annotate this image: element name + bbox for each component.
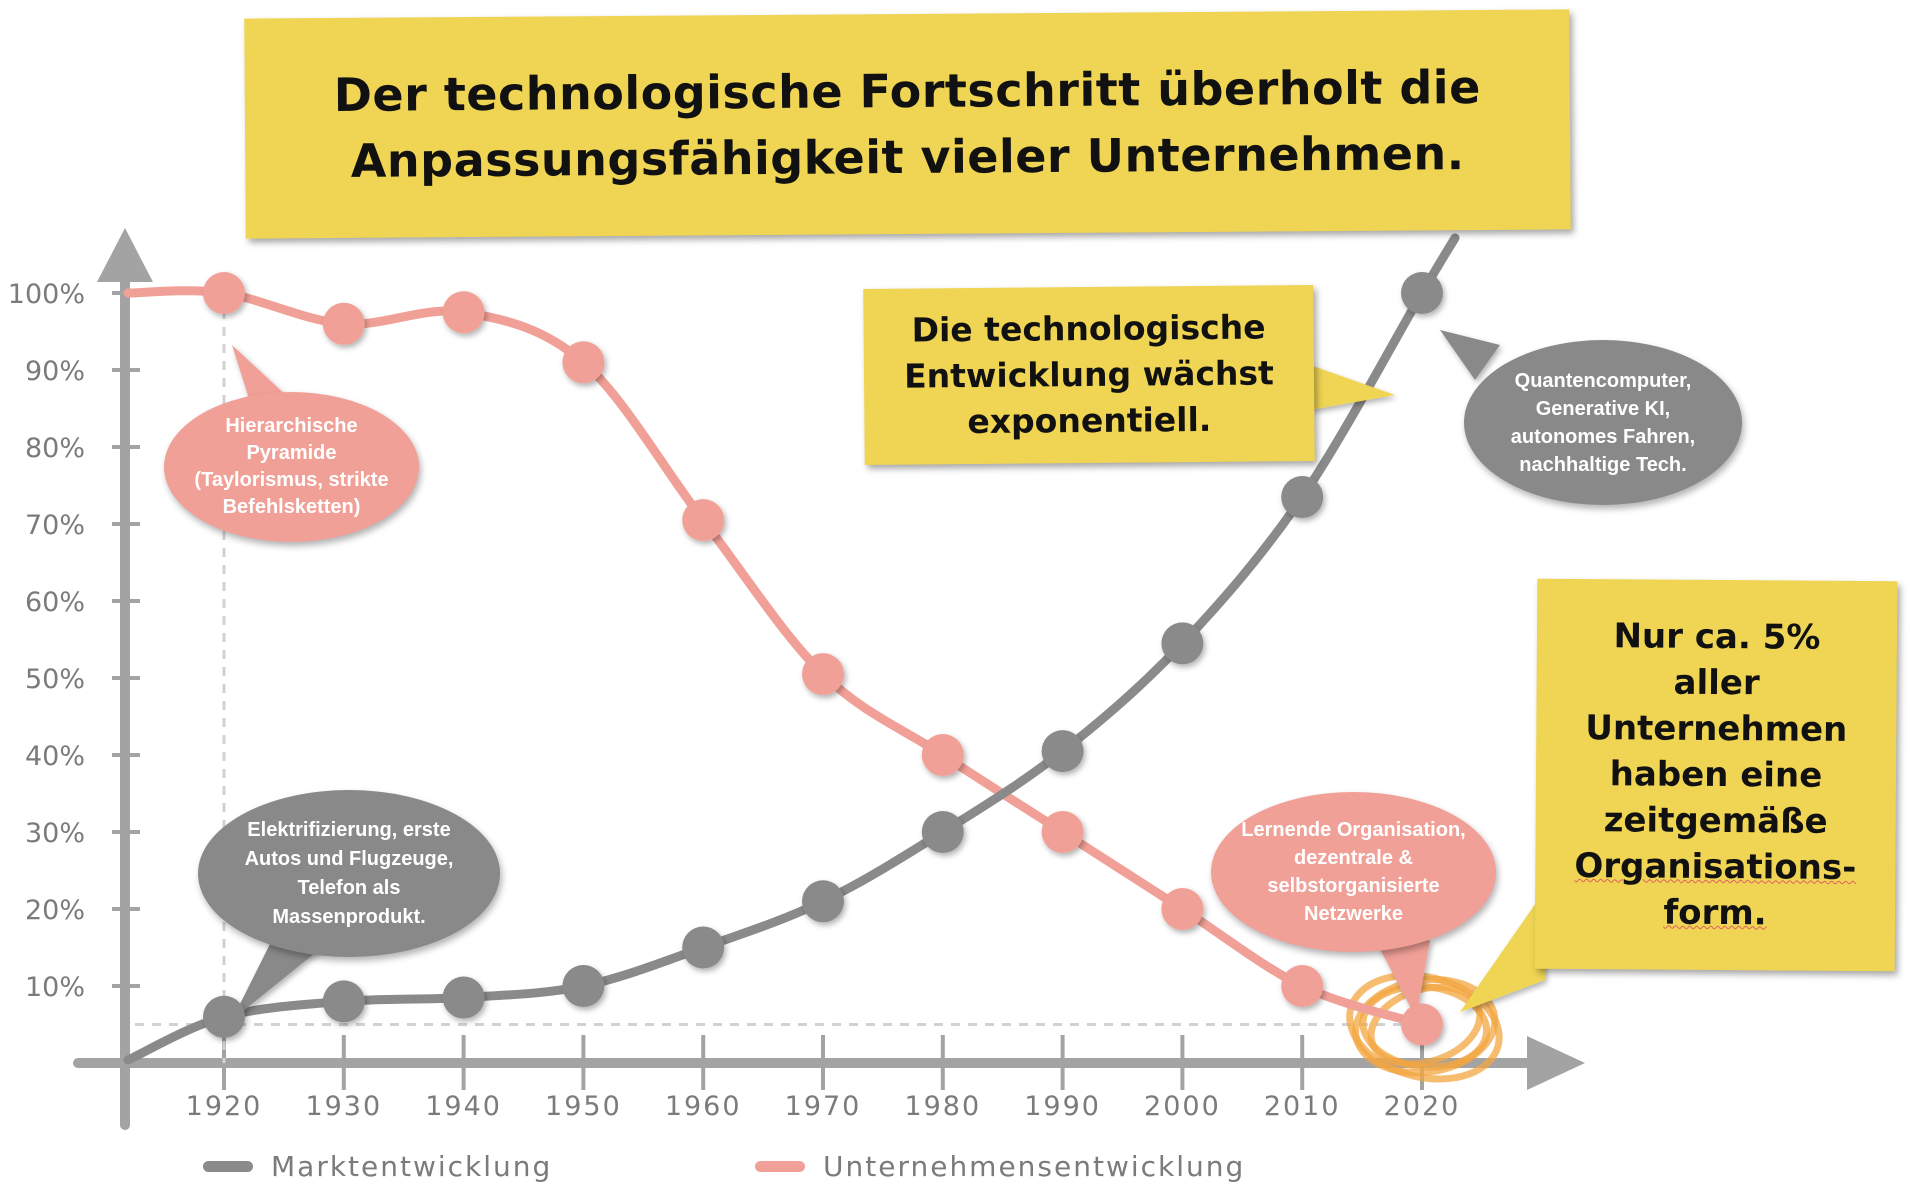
point-company-1970 <box>802 653 844 696</box>
quantum-bubble: Quantencomputer, Generative KI, autonome… <box>1464 340 1742 505</box>
quantum-bubble-text: Quantencomputer, Generative KI, autonome… <box>1510 369 1696 476</box>
electrification-bubble: Elektrifizierung, erste Autos und Flugze… <box>198 790 500 957</box>
quantum-bubble-tail <box>1440 330 1500 380</box>
point-market-2000 <box>1161 622 1204 665</box>
point-market-1980 <box>921 811 964 853</box>
y-tick-label: 20% <box>25 895 85 926</box>
y-axis-arrow <box>97 228 153 282</box>
x-tick-label: 2000 <box>1144 1091 1221 1122</box>
x-tick-label: 1920 <box>186 1091 263 1122</box>
point-company-1950 <box>562 341 605 384</box>
point-market-1920 <box>203 995 245 1038</box>
orga-line-1: Nur ca. 5% aller <box>1613 616 1821 704</box>
y-tick-label: 40% <box>25 741 85 772</box>
y-tick-label: 50% <box>25 664 85 695</box>
orga-note-tail <box>1460 890 1545 1012</box>
x-tick-label: 1940 <box>425 1091 502 1122</box>
point-company-2000 <box>1161 888 1204 930</box>
legend-company: Unternehmensentwicklung <box>755 1150 1245 1183</box>
orga-line-5: Organisations- <box>1574 846 1857 888</box>
x-tick-label: 1970 <box>785 1091 862 1122</box>
orga-line-3: haben eine <box>1609 754 1823 796</box>
pyramid-bubble-text: Hierarchische Pyramide (Taylorismus, str… <box>194 415 389 518</box>
learning-bubble-text: Lernende Organisation, dezentrale & selb… <box>1241 819 1466 925</box>
x-tick-label: 1930 <box>305 1091 382 1122</box>
point-company-1920 <box>203 272 245 314</box>
point-company-1990 <box>1041 811 1084 853</box>
x-tick-label: 2010 <box>1264 1091 1341 1122</box>
electrification-bubble-text: Elektrifizierung, erste Autos und Flugze… <box>244 818 454 928</box>
point-market-1930 <box>322 980 365 1023</box>
tech-note-text: Die technologische Entwicklung wächst ex… <box>903 307 1275 442</box>
pyramid-bubble: Hierarchische Pyramide (Taylorismus, str… <box>164 392 419 542</box>
y-tick-label: 80% <box>25 433 85 464</box>
organisation-note: Nur ca. 5% aller Unternehmen haben eine … <box>1534 578 1898 972</box>
point-market-1960 <box>682 926 725 969</box>
tech-note: Die technologische Entwicklung wächst ex… <box>863 285 1315 465</box>
x-tick-label: 1980 <box>904 1091 981 1122</box>
point-company-2010 <box>1281 965 1324 1007</box>
organisation-note-text: Nur ca. 5% aller Unternehmen haben eine … <box>1565 613 1867 937</box>
legend-market-label: Marktentwicklung <box>271 1150 553 1183</box>
orga-line-2: Unternehmen <box>1585 708 1848 750</box>
orga-line-4: zeitgemäße <box>1603 800 1828 842</box>
orga-line-6: form. <box>1663 892 1767 934</box>
y-tick-label: 10% <box>25 972 85 1003</box>
point-company-2020 <box>1401 1003 1443 1046</box>
tech-note-tail <box>1310 365 1395 410</box>
point-market-1990 <box>1041 730 1084 773</box>
y-tick-label: 90% <box>25 356 85 387</box>
legend-market-swatch <box>203 1161 253 1172</box>
title-note: Der technologische Fortschritt überholt … <box>244 9 1571 239</box>
y-tick-label: 30% <box>25 818 85 849</box>
y-tick-label: 100% <box>8 279 85 310</box>
point-market-1940 <box>442 976 485 1019</box>
point-market-2020 <box>1401 272 1443 314</box>
legend-company-swatch <box>755 1161 805 1172</box>
point-company-1930 <box>322 302 365 345</box>
legend-market: Marktentwicklung <box>203 1150 552 1183</box>
point-company-1960 <box>682 499 725 542</box>
point-market-2010 <box>1281 476 1324 519</box>
point-company-1940 <box>442 291 485 334</box>
point-market-1970 <box>802 880 844 923</box>
electrification-bubble-tail <box>232 940 325 1020</box>
point-company-1980 <box>921 734 964 776</box>
chart-title: Der technologische Fortschritt überholt … <box>333 59 1481 188</box>
legend-company-label: Unternehmensentwicklung <box>823 1150 1246 1183</box>
point-market-1950 <box>562 965 605 1007</box>
learning-bubble-tail <box>1378 940 1430 1018</box>
y-tick-label: 60% <box>25 587 85 618</box>
y-tick-label: 70% <box>25 510 85 541</box>
x-tick-label: 2020 <box>1384 1091 1461 1122</box>
x-tick-label: 1960 <box>665 1091 742 1122</box>
x-tick-label: 1990 <box>1024 1091 1101 1122</box>
x-axis-arrow <box>1527 1036 1585 1090</box>
learning-bubble: Lernende Organisation, dezentrale & selb… <box>1211 792 1496 952</box>
x-tick-label: 1950 <box>545 1091 622 1122</box>
